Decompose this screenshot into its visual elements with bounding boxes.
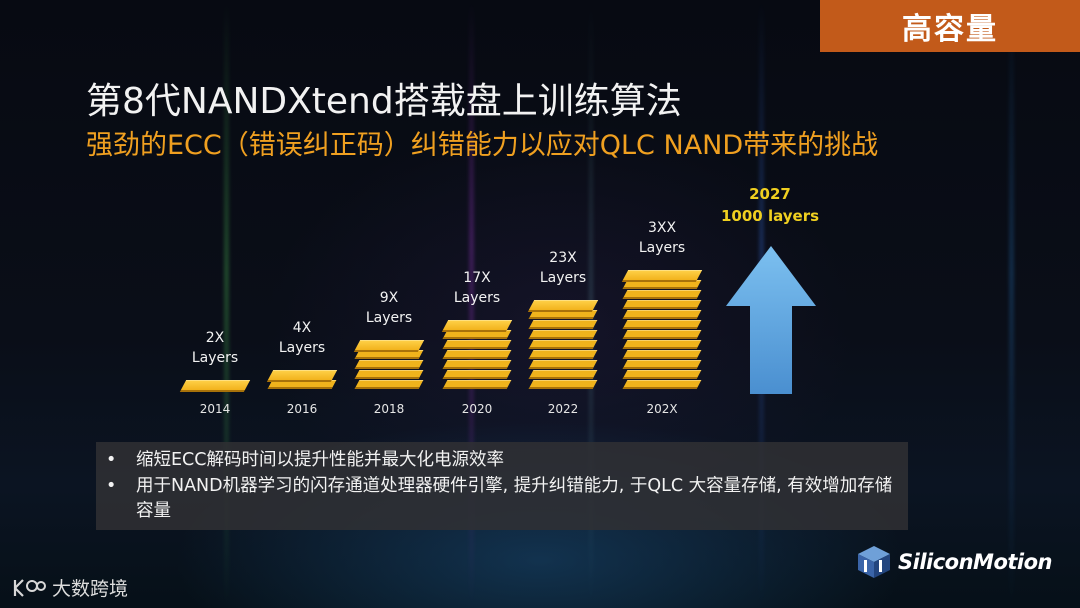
layer-plate — [528, 350, 598, 359]
layer-plate — [622, 370, 702, 379]
bar-label-unit: Layers — [191, 350, 239, 366]
layer-plate — [622, 300, 702, 309]
bar-label-value: 23X — [549, 250, 577, 266]
bullet-text: 用于NAND机器学习的闪存通道处理器硬件引擎, 提升纠错能力, 于QLC 大容量… — [136, 476, 893, 521]
silicon-motion-cube-logo-icon — [858, 546, 890, 578]
layer-plate — [528, 370, 598, 379]
layer-plate — [528, 340, 598, 349]
layer-plate — [622, 340, 702, 349]
year-label-2020: 2020 — [461, 402, 493, 416]
bar-label-2018: 9X Layers — [349, 288, 429, 328]
layer-plate — [442, 360, 512, 369]
layer-plate — [442, 340, 512, 349]
layer-plate — [528, 360, 598, 369]
slide-subtitle: 强劲的ECC（错误纠正码）纠错能力以应对QLC NAND带来的挑战 — [86, 130, 879, 161]
category-tag: 高容量 — [820, 0, 1080, 52]
bar-label-unit: Layers — [453, 290, 501, 306]
layer-plate — [528, 380, 598, 389]
kaudio-logo-icon — [13, 578, 46, 597]
watermark-text: 大数跨境 — [52, 578, 129, 600]
logo-name: SiliconMotion — [898, 550, 1052, 574]
bar-label-unit: Layers — [278, 340, 326, 356]
layer-plate — [528, 330, 598, 339]
layer-plate — [442, 350, 512, 359]
layer-plate — [266, 370, 338, 382]
projection-layers: 1000 layers — [720, 207, 820, 225]
layer-plate — [622, 350, 702, 359]
layer-plate — [622, 320, 702, 329]
year-label-2018: 2018 — [373, 402, 405, 416]
layer-plate — [354, 370, 424, 379]
bar-label-value: 17X — [463, 270, 491, 286]
bar-label-value: 4X — [292, 320, 312, 336]
bar-label-value: 3XX — [647, 220, 677, 236]
layer-plate — [354, 380, 424, 389]
light-beam-purple — [470, 0, 473, 608]
layer-plate — [528, 320, 598, 329]
year-label-2022: 2022 — [547, 402, 579, 416]
bullet-text: 缩短ECC解码时间以提升性能并最大化电源效率 — [136, 450, 504, 470]
year-label-2014: 2014 — [199, 402, 231, 416]
layer-plate — [622, 310, 702, 319]
bar-label-2014: 2X Layers — [175, 328, 255, 368]
bar-label-202X: 3XX Layers — [622, 218, 702, 258]
watermark: 大数跨境 — [12, 574, 128, 601]
layer-plate — [622, 380, 702, 389]
year-label-202X: 202X — [646, 402, 678, 416]
layer-plate — [179, 380, 251, 392]
bar-label-value: 2X — [205, 330, 225, 346]
bullet-marker: • — [106, 450, 117, 470]
light-beam-blue-right — [1010, 0, 1013, 608]
bar-label-value: 9X — [379, 290, 399, 306]
projection-year: 2027 — [749, 185, 791, 203]
projection-label: 2027 1000 layers — [708, 183, 832, 227]
year-label-2016: 2016 — [286, 402, 318, 416]
silicon-motion-logo: SiliconMotion — [856, 544, 1052, 580]
bar-label-2016: 4X Layers — [262, 318, 342, 358]
up-arrow-icon — [726, 246, 816, 394]
layer-plate — [354, 360, 424, 369]
layer-plate — [442, 370, 512, 379]
bullet-panel: • 缩短ECC解码时间以提升性能并最大化电源效率 • 用于NAND机器学习的闪存… — [96, 442, 908, 530]
bullet-marker: • — [106, 476, 117, 496]
bar-label-2020: 17X Layers — [437, 268, 517, 308]
bar-label-unit: Layers — [365, 310, 413, 326]
layer-plate — [527, 300, 599, 312]
layer-plate — [353, 340, 425, 352]
layer-plate — [441, 320, 513, 332]
bar-label-unit: Layers — [539, 270, 587, 286]
bar-label-unit: Layers — [638, 240, 686, 256]
layer-plate — [622, 330, 702, 339]
bar-label-2022: 23X Layers — [523, 248, 603, 288]
layer-plate — [621, 270, 703, 282]
layer-plate — [622, 360, 702, 369]
slide-title: 第8代NANDXtend搭载盘上训练算法 — [86, 81, 682, 122]
light-beam-green — [225, 0, 228, 608]
layer-plate — [442, 380, 512, 389]
layer-plate — [622, 290, 702, 299]
